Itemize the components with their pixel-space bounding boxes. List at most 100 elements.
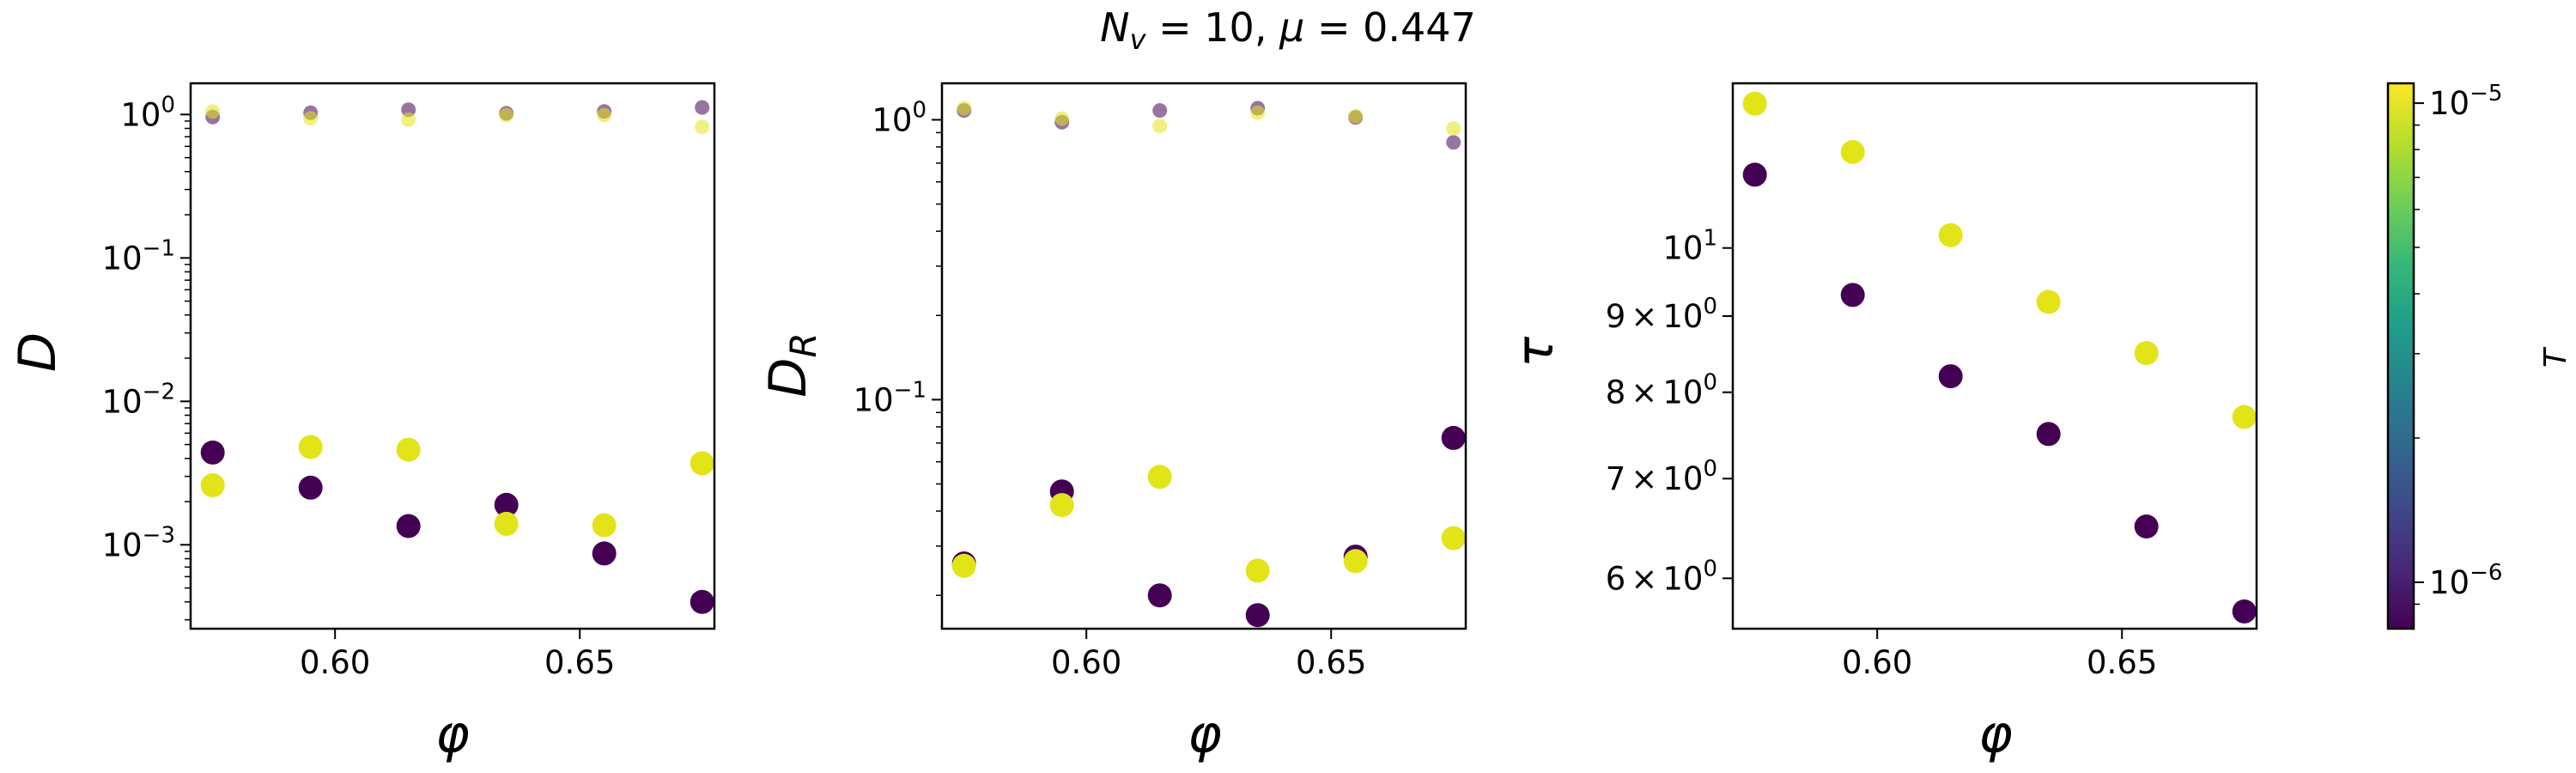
panel-rotational-diffusion-ytick-label-base: 10 (872, 101, 912, 138)
panel-rotational-diffusion-frame (940, 82, 1467, 630)
panel-relaxation-time-ytick-label-times: × (1631, 298, 1657, 335)
panel-relaxation-time-ytick-label-mantissa: 9 (1606, 298, 1626, 335)
panel-relaxation-time-frame (1731, 82, 2258, 630)
panel-diffusion-ytick-label-base: 10 (102, 383, 143, 420)
panel-diffusion-point-low-T (200, 440, 225, 465)
panel-rotational-diffusion-ytick-label: 10−1 (854, 377, 927, 418)
panel-relaxation-time-point-low-T (2036, 422, 2061, 447)
panel-diffusion-ytick-label-base: 10 (120, 96, 161, 133)
panel-relaxation-time-ytick-label-base: 10 (1662, 374, 1703, 411)
panel-relaxation-time-ytick-label-times: × (1631, 560, 1657, 597)
panel-diffusion-point-small-high-T (499, 107, 514, 123)
panel-diffusion-point-small-low-T (401, 102, 416, 118)
panel-diffusion-point-small-high-T (303, 111, 319, 126)
panel-rotational-diffusion-point-high-T (951, 553, 976, 578)
ylabel-subscript: R (782, 332, 824, 357)
panel-relaxation-time-point-low-T (2134, 514, 2159, 539)
panel-diffusion-xlabel: φ (435, 704, 470, 764)
panel-diffusion-point-small-low-T (695, 100, 710, 115)
colorbar-label: T (2538, 346, 2573, 368)
panel-rotational-diffusion-point-small-high-T (957, 100, 972, 116)
panel-relaxation-time-point-high-T (1938, 222, 1963, 247)
panel-relaxation-time-ytick-label: 7 × 100 (1606, 456, 1717, 497)
panel-relaxation-time-point-high-T (2134, 341, 2159, 366)
panel-rotational-diffusion-point-small-high-T (1446, 121, 1461, 137)
panel-rotational-diffusion-point-high-T (1049, 493, 1074, 518)
panel-rotational-diffusion-point-low-T (1147, 583, 1172, 608)
ylabel-base: D (758, 357, 818, 397)
panel-rotational-diffusion-ytick-label-exponent: −1 (894, 377, 927, 403)
panel-relaxation-time-xlabel: φ (1978, 704, 2013, 764)
panel-relaxation-time-point-low-T (2232, 599, 2257, 624)
panel-diffusion-point-small-high-T (205, 104, 221, 119)
panel-relaxation-time-ytick-label: 6 × 100 (1606, 556, 1717, 597)
panel-relaxation-time-ytick-label-exponent: 0 (1703, 294, 1717, 320)
colorbar-tick-label-exponent: −6 (2470, 560, 2502, 586)
panel-diffusion-ytick-label-exponent: −1 (143, 235, 175, 261)
colorbar-tick-label-base: 10 (2429, 85, 2470, 122)
panel-diffusion-point-low-T (592, 541, 617, 566)
panel-relaxation-time-point-high-T (2036, 289, 2061, 314)
colorbar-temperature: 10−510−6 (2386, 81, 2502, 630)
panel-rotational-diffusion-point-high-T (1441, 526, 1466, 551)
panel-relaxation-time-point-low-T (1938, 364, 1963, 389)
panel-diffusion-point-low-T (690, 589, 714, 614)
panel-relaxation-time-ytick-label-times: × (1631, 374, 1657, 411)
panel-relaxation-time-ytick-label-base: 10 (1662, 230, 1703, 267)
panel-rotational-diffusion-point-small-high-T (1152, 119, 1168, 134)
panel-relaxation-time-ytick-label: 101 (1662, 226, 1717, 267)
suptitle-value-nv: = 10, (1146, 4, 1280, 51)
panel-relaxation-time-point-high-T (1840, 140, 1865, 164)
panel-relaxation-time-ytick-label: 8 × 100 (1606, 370, 1717, 411)
panel-diffusion-ytick-label-exponent: 0 (161, 92, 175, 118)
panel-relaxation-time-ytick-label-base: 10 (1662, 560, 1703, 597)
panel-relaxation-time-ytick-label-exponent: 1 (1703, 226, 1717, 252)
panel-diffusion-ytick-label-exponent: −3 (143, 522, 175, 548)
panel-diffusion-point-high-T (690, 451, 714, 476)
panel-rotational-diffusion-ytick-label-exponent: 0 (912, 97, 927, 123)
panel-diffusion-point-low-T (396, 514, 421, 539)
panel-rotational-diffusion-point-small-high-T (1348, 108, 1364, 124)
panel-relaxation-time-ytick-label-base: 10 (1662, 298, 1703, 335)
figure-suptitle: Nv = 10, μ = 0.447 (1100, 4, 1476, 56)
panel-relaxation-time-ytick-label-mantissa: 7 (1606, 460, 1626, 497)
colorbar-frame (2386, 82, 2415, 630)
colorbar-tick-label-base: 10 (2429, 564, 2470, 601)
colorbar-fill (2388, 83, 2414, 629)
panel-rotational-diffusion-ytick-label-base: 10 (854, 381, 894, 418)
panel-diffusion-ytick-label: 10−1 (102, 235, 175, 277)
panel-diffusion-ytick-label-base: 10 (102, 526, 143, 563)
panel-diffusion-point-small-high-T (597, 107, 612, 123)
panel-diffusion-point-high-T (396, 437, 421, 462)
panel-diffusion-ytick-label: 10−2 (102, 379, 175, 420)
panel-rotational-diffusion-point-low-T (1245, 603, 1270, 628)
panel-relaxation-time-ytick-label-mantissa: 6 (1606, 560, 1626, 597)
panel-rotational-diffusion-xtick-label: 0.60 (1051, 644, 1121, 681)
panel-relaxation-time-point-low-T (1742, 162, 1767, 187)
panel-relaxation-time-point-low-T (1840, 283, 1865, 307)
panel-diffusion-ytick-label: 100 (120, 92, 175, 133)
panel-relaxation-time-ylabel: τ (1505, 336, 1565, 368)
panel-rotational-diffusion-ylabel: DR (758, 332, 824, 397)
panel-diffusion-ytick-label-exponent: −2 (143, 379, 175, 405)
panel-diffusion-point-small-high-T (401, 112, 416, 127)
panel-relaxation-time-xtick-label: 0.65 (2087, 644, 2157, 681)
panel-rotational-diffusion-point-small-low-T (1152, 103, 1168, 119)
panel-rotational-diffusion-point-high-T (1245, 558, 1270, 583)
panel-relaxation-time-ytick-label-base: 10 (1662, 460, 1703, 497)
panel-relaxation-time-ytick-label-exponent: 0 (1703, 456, 1717, 482)
panel-diffusion-point-small-high-T (695, 119, 710, 135)
suptitle-symbol-mu: μ (1279, 4, 1304, 51)
colorbar-tick-label-exponent: −5 (2470, 81, 2502, 107)
panel-rotational-diffusion-point-high-T (1147, 465, 1172, 490)
panel-relaxation-time-point-high-T (2232, 405, 2257, 429)
panel-diffusion-point-high-T (200, 473, 225, 497)
panel-diffusion-point-high-T (592, 513, 617, 538)
panel-rotational-diffusion-point-small-high-T (1054, 111, 1070, 126)
panel-diffusion-xtick-label: 0.65 (544, 644, 615, 681)
panel-rotational-diffusion-ytick-label: 100 (872, 97, 927, 138)
panel-diffusion-point-low-T (494, 492, 519, 517)
